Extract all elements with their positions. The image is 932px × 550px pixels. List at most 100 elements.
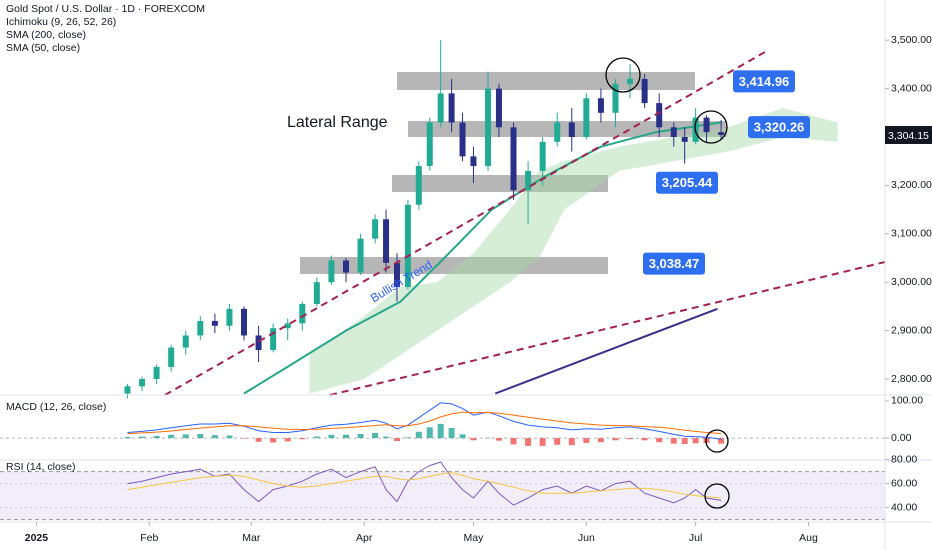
y-tick-label: 3,400.00 <box>891 82 932 94</box>
candle-body <box>612 83 619 113</box>
x-tick-label: May <box>464 532 485 544</box>
macd-histogram-bar <box>612 438 619 441</box>
last-price-box <box>885 125 932 144</box>
candle-body <box>597 98 604 113</box>
candle-body <box>342 260 349 273</box>
macd-histogram-bar <box>270 438 277 443</box>
macd-histogram-bar <box>284 438 291 442</box>
candle-body <box>539 141 546 171</box>
rsi-line <box>127 472 722 499</box>
candle-body <box>270 328 277 350</box>
chart-title: Gold Spot / U.S. Dollar · 1D · FOREXCOM <box>6 3 205 15</box>
macd-histogram-bar <box>342 434 349 439</box>
candle-body <box>568 122 575 137</box>
x-tick-label: 2025 <box>25 532 49 544</box>
pane-title: RSI (14, close) <box>6 461 75 473</box>
macd-histogram-bar <box>627 438 634 440</box>
macd-histogram-bar <box>539 438 546 446</box>
macd-histogram-bar <box>393 438 400 442</box>
candle-body <box>139 379 146 387</box>
candle-body <box>681 136 688 142</box>
y-tick-label: 40.00 <box>891 501 917 513</box>
y-tick-label: 60.00 <box>891 477 917 489</box>
candle-body <box>182 335 189 348</box>
candle-body <box>168 347 175 367</box>
level-label: 3,038.47 <box>649 256 700 271</box>
candle-body <box>437 93 444 123</box>
macd-histogram-bar <box>241 438 248 439</box>
level-label-box <box>733 70 795 93</box>
candle-body <box>357 238 364 273</box>
candle-body <box>641 78 648 104</box>
y-tick-label: 80.00 <box>891 453 917 465</box>
last-price-label: 3,304.15 <box>888 130 929 142</box>
candle-body <box>255 335 262 350</box>
pane-title: MACD (12, 26, close) <box>6 401 106 413</box>
macd-histogram-bar <box>470 438 477 441</box>
macd-histogram-bar <box>299 438 306 440</box>
candle-body <box>241 308 248 336</box>
macd-histogram-bar <box>656 438 663 443</box>
macd-histogram-bar <box>383 436 390 439</box>
candle-body <box>718 132 725 135</box>
macd-histogram-bar <box>495 438 502 441</box>
macd-histogram-bar <box>357 434 364 439</box>
candle-body <box>153 366 160 380</box>
candle-body <box>583 98 590 137</box>
candle-body <box>404 204 411 288</box>
candle-body <box>426 122 433 167</box>
level-label: 3,205.44 <box>662 175 713 190</box>
y-tick-label: 3,100.00 <box>891 228 932 240</box>
candle-body <box>415 166 422 205</box>
macd-line <box>127 402 722 440</box>
macd-histogram-bar <box>692 438 699 444</box>
candle-body <box>459 122 466 157</box>
macd-histogram-bar <box>718 438 725 444</box>
candle-body <box>627 78 634 84</box>
macd-histogram-bar <box>641 438 648 441</box>
level-label: 3,414.96 <box>739 74 790 89</box>
macd-histogram-bar <box>226 435 233 439</box>
candle-body <box>299 303 306 324</box>
level-label: 3,320.26 <box>754 120 805 135</box>
macd-histogram-bar <box>139 436 146 439</box>
candle-body <box>226 308 233 326</box>
candle-body <box>284 323 291 329</box>
candle-body <box>211 320 218 326</box>
candle-body <box>470 156 477 167</box>
macd-histogram-bar <box>568 438 575 446</box>
highlight-circle <box>694 110 728 144</box>
candle-body <box>197 320 204 336</box>
legend-entry: Ichimoku (9, 26, 52, 26) <box>6 16 116 28</box>
macd-histogram-bar <box>525 438 532 446</box>
y-tick-label: 100.00 <box>891 395 923 407</box>
macd-histogram-bar <box>583 438 590 443</box>
macd-histogram-bar <box>459 434 466 439</box>
candle-body <box>485 88 492 167</box>
range-box <box>300 257 608 274</box>
candle-body <box>124 386 131 394</box>
candle-body <box>383 219 390 263</box>
macd-histogram-bar <box>182 434 189 439</box>
candle-body <box>448 93 455 123</box>
y-tick-label: 0.00 <box>891 432 912 444</box>
x-tick-label: Jun <box>578 532 595 544</box>
level-label-box <box>643 252 705 275</box>
macd-histogram-bar <box>404 437 411 439</box>
candle-body <box>670 127 677 137</box>
macd-histogram-bar <box>211 435 218 439</box>
macd-histogram-bar <box>597 438 604 443</box>
macd-histogram-bar <box>670 438 677 444</box>
x-tick-label: Apr <box>356 532 373 544</box>
y-tick-label: 3,000.00 <box>891 276 932 288</box>
macd-histogram-bar <box>313 436 320 439</box>
candle-body <box>313 282 320 304</box>
candle-body <box>656 103 663 128</box>
candle-body <box>393 262 400 288</box>
x-tick-label: Mar <box>242 532 261 544</box>
level-label-box <box>748 116 810 139</box>
macd-histogram-bar <box>485 437 492 439</box>
legend-entry: SMA (50, close) <box>6 42 80 54</box>
highlight-circle <box>704 483 730 509</box>
candle-body <box>510 127 517 191</box>
